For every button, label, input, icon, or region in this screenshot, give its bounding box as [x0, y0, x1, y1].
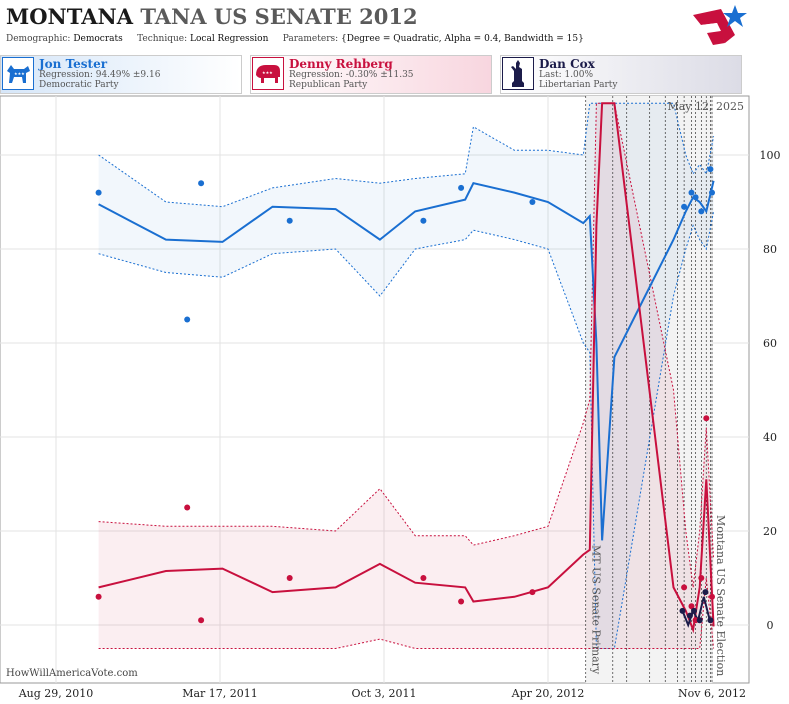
poll-point-rehberg [681, 584, 688, 591]
y-tick-label: 0 [767, 619, 774, 632]
candidate-card-rehberg: ★★★ Denny Rehberg Regression: -0.30% ±11… [250, 55, 492, 94]
poll-point-tester [698, 208, 705, 215]
poll-point-tester [681, 203, 688, 210]
poll-point-tester [529, 199, 536, 205]
poll-point-tester [709, 189, 715, 196]
poll-point-tester [95, 189, 102, 196]
event-label: Montana US Senate Election [714, 515, 727, 676]
poll-point-rehberg [286, 575, 293, 581]
title-state: MONTANA [6, 4, 133, 29]
poll-point-tester [692, 194, 699, 201]
poll-point-rehberg [184, 504, 191, 511]
poll-point-rehberg [420, 575, 427, 581]
poll-point-tester [184, 316, 191, 323]
candidate-party: Libertarian Party [539, 80, 618, 90]
technique-label: Technique: [137, 34, 188, 44]
svg-text:★★★: ★★★ [262, 70, 273, 75]
candidate-stat: Last: 1.00% [539, 70, 594, 80]
title-race: TANA US SENATE 2012 [140, 4, 418, 29]
site-credit: HowWillAmericaVote.com [6, 668, 138, 679]
y-tick-label: 80 [763, 243, 777, 256]
x-tick-label: Mar 17, 2011 [182, 687, 258, 700]
x-tick-label: Aug 29, 2010 [18, 687, 94, 700]
poll-point-tester [420, 217, 427, 224]
candidate-name: Denny Rehberg [289, 57, 393, 71]
poll-point-cox [691, 607, 697, 614]
poll-point-rehberg [709, 593, 715, 600]
candidate-name: Jon Tester [39, 57, 108, 71]
x-tick-label: Apr 20, 2012 [511, 687, 585, 700]
poll-point-tester [458, 184, 465, 191]
page-title: MONTANA TANA US SENATE 2012 [6, 4, 418, 29]
technique-value: Local Regression [190, 34, 269, 44]
band-lower-rehberg [98, 577, 715, 649]
parameters-value: {Degree = Quadratic, Alpha = 0.4, Bandwi… [341, 34, 584, 44]
candidate-party: Republican Party [289, 80, 368, 90]
poll-point-tester [707, 166, 714, 173]
band-upper-rehberg [98, 102, 715, 588]
liberty-icon [502, 57, 534, 90]
candidate-card-tester: ★★★ Jon Tester Regression: 94.49% ±9.16 … [0, 55, 242, 94]
y-tick-label: 60 [763, 337, 777, 350]
demographic-value: Democrats [73, 34, 123, 44]
y-tick-label: 40 [763, 431, 777, 444]
parameters-label: Parameters: [282, 34, 339, 44]
confidence-band-rehberg [98, 103, 714, 649]
poll-point-cox [702, 589, 709, 596]
poll-point-rehberg [458, 598, 465, 605]
poll-point-rehberg [688, 603, 695, 610]
poll-point-rehberg [703, 415, 710, 422]
poll-point-cox [686, 612, 693, 619]
poll-point-tester [198, 180, 205, 187]
x-tick-label: Oct 3, 2011 [351, 687, 416, 700]
poll-point-rehberg [95, 593, 102, 600]
x-tick-label: Nov 6, 2012 [678, 687, 746, 700]
poll-point-cox [696, 617, 703, 624]
demographic-label: Demographic: [6, 34, 71, 44]
event-label: MT US Senate Primary [590, 545, 603, 675]
band-upper-tester [98, 102, 715, 208]
trend-line-tester [98, 180, 715, 541]
donkey-icon: ★★★ [2, 57, 34, 90]
confidence-band-tester [98, 103, 714, 649]
site-logo-icon [693, 5, 747, 45]
poll-point-rehberg [198, 617, 205, 624]
y-tick-label: 20 [763, 525, 777, 538]
date-stamp: May 12, 2025 [667, 100, 744, 113]
poll-point-rehberg [698, 575, 705, 581]
candidate-name: Dan Cox [539, 57, 595, 71]
svg-text:★★★: ★★★ [14, 71, 25, 76]
poll-point-cox [707, 617, 714, 624]
candidate-card-cox: Dan Cox Last: 1.00% Libertarian Party [500, 55, 742, 94]
poll-point-rehberg [692, 617, 699, 624]
elephant-icon: ★★★ [252, 57, 284, 90]
plot-area [95, 96, 715, 683]
y-tick-label: 100 [760, 149, 781, 162]
poll-point-tester [286, 217, 293, 224]
poll-point-rehberg [529, 589, 536, 596]
poll-point-cox [679, 607, 686, 614]
candidate-stat: Regression: -0.30% ±11.35 [289, 70, 414, 80]
parameters-line: Demographic: Democrats Technique: Local … [6, 34, 584, 44]
band-lower-tester [98, 211, 715, 649]
trend-line-cox [681, 596, 712, 628]
candidate-party: Democratic Party [39, 80, 119, 90]
candidate-stat: Regression: 94.49% ±9.16 [39, 70, 161, 80]
poll-point-tester [688, 189, 695, 196]
